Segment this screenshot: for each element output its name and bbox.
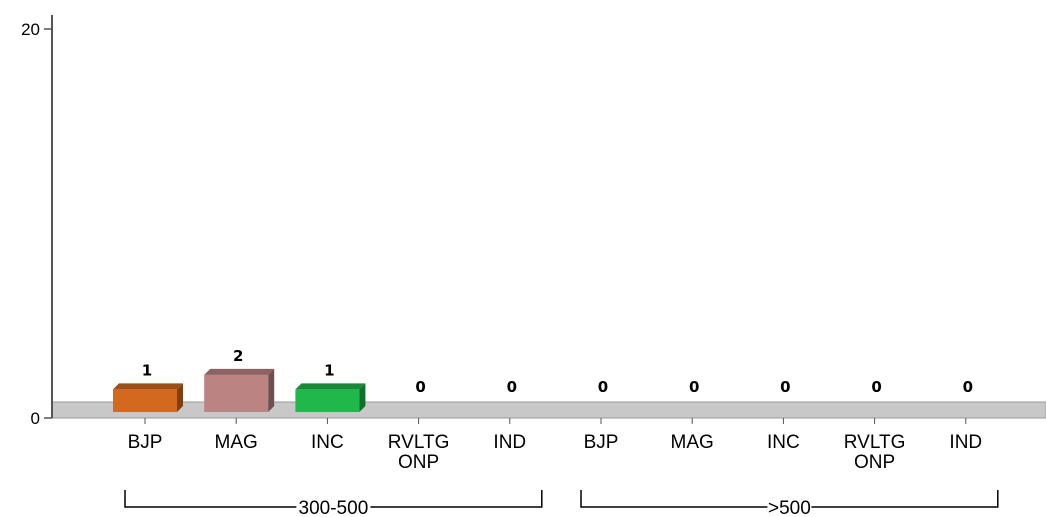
bar-top-face — [204, 368, 275, 375]
group-label: 300-500 — [299, 498, 369, 517]
group-bracket-right — [370, 490, 543, 508]
group-label: >500 — [768, 498, 811, 517]
bar-top-face — [113, 383, 183, 390]
bar — [204, 374, 269, 412]
category-label: INC — [767, 432, 800, 453]
chart-floor — [51, 401, 1046, 419]
y-tick-label-top: 20 — [21, 20, 40, 39]
bar-side-face — [177, 383, 183, 412]
bar-top-face — [295, 383, 366, 390]
group-bracket-left — [124, 490, 297, 508]
data-label: 0 — [598, 378, 608, 396]
group-brackets-layer: 300-500 >500 — [124, 490, 999, 517]
data-label: 0 — [689, 378, 699, 396]
bar — [295, 389, 360, 412]
data-label: 0 — [780, 378, 790, 396]
category-label: ONP — [398, 452, 439, 473]
group-bracket-left — [580, 490, 768, 508]
category-label: ONP — [854, 452, 895, 473]
data-label: 1 — [324, 361, 334, 379]
y-tick-label-zero: 0 — [31, 409, 40, 428]
labels-layer: 1BJP2MAG1INC0RVLTGONP0IND0BJP0MAG0INC0RV… — [128, 347, 983, 473]
category-label: MAG — [671, 432, 714, 453]
category-label: RVLTG — [844, 432, 906, 453]
data-label: 0 — [963, 378, 973, 396]
data-label: 0 — [507, 378, 517, 396]
category-label: INC — [311, 432, 344, 453]
group-bracket-right — [811, 490, 999, 508]
category-label: IND — [949, 432, 982, 453]
category-label: IND — [493, 432, 526, 453]
bar — [113, 389, 177, 412]
category-label: BJP — [128, 432, 163, 453]
category-label: BJP — [584, 432, 619, 453]
data-label: 1 — [142, 361, 152, 379]
bars-layer — [113, 368, 366, 412]
data-label: 0 — [871, 378, 881, 396]
category-label: MAG — [215, 432, 258, 453]
category-label: RVLTG — [388, 432, 450, 453]
data-label: 2 — [233, 347, 243, 365]
bar-side-face — [359, 383, 366, 412]
bar-side-face — [268, 368, 275, 412]
data-label: 0 — [415, 378, 425, 396]
